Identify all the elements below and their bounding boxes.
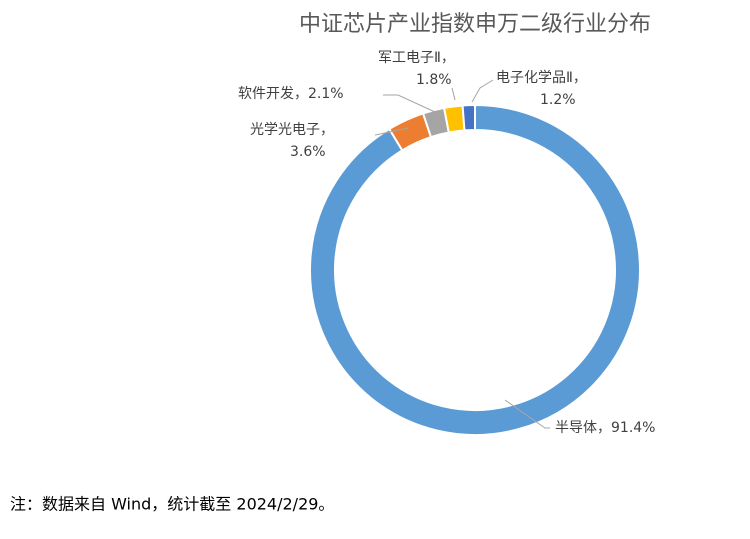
donut-slice (461, 103, 476, 132)
data-label-value: 1.2% (540, 92, 576, 108)
chart-title: 中证芯片产业指数申万二级行业分布 (299, 12, 651, 37)
donut-slice (309, 103, 641, 436)
data-label-category: 半导体， (555, 420, 611, 436)
data-label-value: 91.4% (611, 420, 655, 436)
footnote: 注：数据来自 Wind，统计截至 2024/2/29。 (10, 495, 334, 514)
leader-line (471, 79, 494, 103)
data-label-value: 3.6% (290, 144, 326, 160)
data-label-category: 光学光电子， (250, 122, 334, 138)
data-label-category: 软件开发， (238, 86, 308, 102)
data-label-value: 2.1% (308, 86, 344, 102)
leader-line (383, 94, 436, 113)
leader-line (374, 127, 409, 136)
data-label-category: 军工电子Ⅱ， (378, 50, 455, 66)
data-label-category: 电子化学品Ⅱ， (496, 70, 587, 86)
donut-slice (442, 104, 466, 134)
data-label-value: 1.8% (416, 72, 452, 88)
leader-line (451, 87, 456, 101)
leader-line (504, 399, 550, 429)
